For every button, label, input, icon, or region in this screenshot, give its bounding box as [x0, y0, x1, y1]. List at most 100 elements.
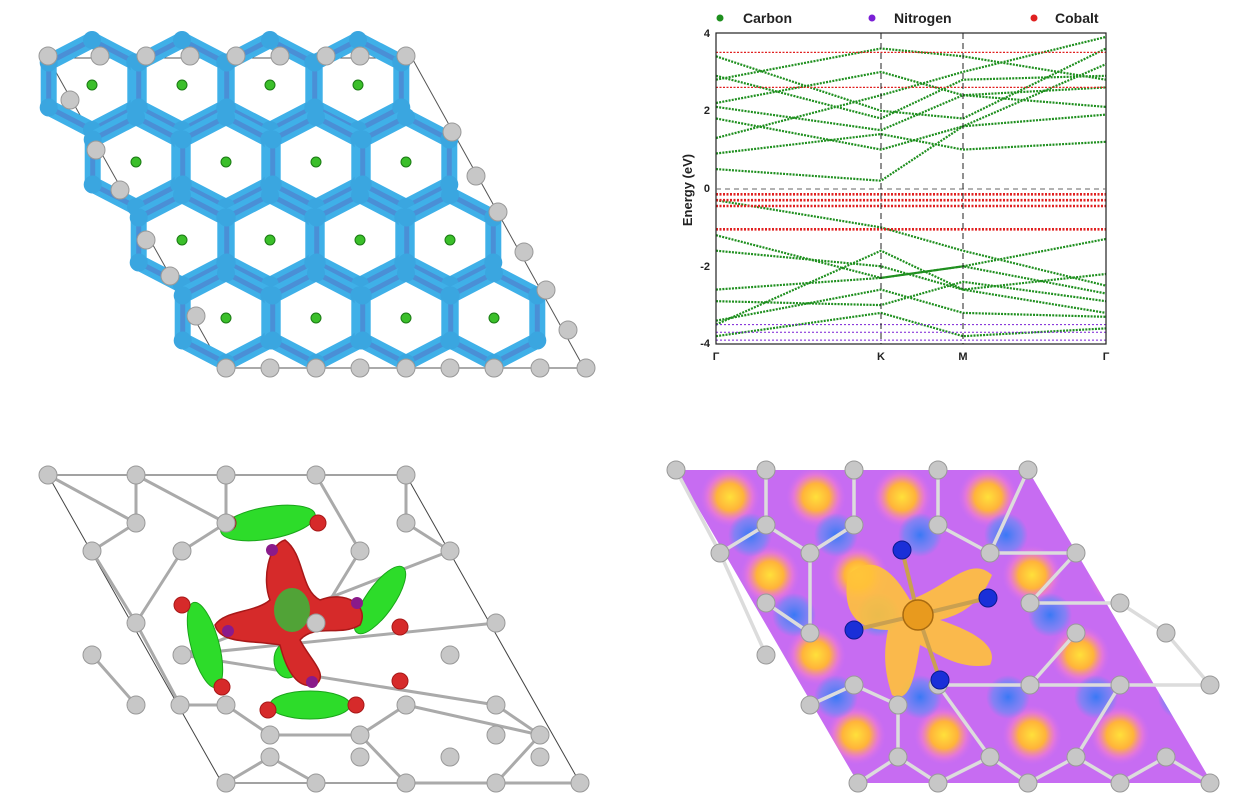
- carbon-band: [715, 63, 1107, 182]
- carbon-node: [351, 186, 369, 204]
- lattice-bond: [358, 733, 408, 785]
- lattice-bond: [1074, 684, 1122, 758]
- carbon-atom: [980, 747, 1000, 767]
- red-lobe: [391, 672, 409, 690]
- border-atom: [484, 358, 504, 378]
- green-atom: [264, 79, 276, 91]
- border-atom: [350, 358, 370, 378]
- central-hotspot: [846, 564, 992, 697]
- green-isosurface: [269, 690, 351, 720]
- carbon-atom: [844, 460, 864, 480]
- carbon-node: [129, 253, 148, 272]
- lattice-bond: [314, 474, 362, 552]
- green-atom: [310, 156, 322, 168]
- border-atom: [306, 358, 326, 378]
- carbon-band: [715, 113, 1107, 151]
- carbon-atom: [800, 623, 820, 643]
- border-atom: [442, 122, 462, 142]
- carbon-node: [217, 108, 235, 126]
- hotspot: [786, 625, 846, 685]
- carbon-node: [353, 130, 372, 149]
- charge-difference-svg: [38, 465, 590, 793]
- electron-localization-panel: [620, 405, 1242, 810]
- hotspot: [958, 470, 1018, 527]
- carbon-band: [715, 234, 1107, 280]
- border-atom: [514, 242, 534, 262]
- green-atom: [488, 312, 500, 324]
- border-atom: [136, 46, 156, 66]
- carbon-atom: [888, 747, 908, 767]
- lattice-bond: [135, 473, 227, 525]
- carbon-atom: [38, 465, 58, 485]
- charge-difference-panel: [0, 405, 620, 810]
- carbon-atom: [710, 543, 730, 563]
- carbon-atom: [848, 773, 868, 793]
- carbon-node: [528, 331, 547, 350]
- blue-spot: [1158, 675, 1202, 719]
- border-atom: [558, 320, 578, 340]
- border-atom: [216, 358, 236, 378]
- hotspot: [1050, 625, 1110, 685]
- carbon-atom: [1018, 460, 1038, 480]
- carbon-node: [83, 175, 102, 194]
- electron-localization-svg: [666, 460, 1220, 793]
- isosurfaces: [173, 504, 409, 720]
- carbon-atom: [928, 460, 948, 480]
- carbon-atom: [126, 695, 146, 715]
- carbon-node: [217, 264, 235, 282]
- y-tick-label: 4: [704, 28, 711, 40]
- border-atom: [136, 230, 156, 250]
- carbon-atom: [440, 541, 460, 561]
- legend-item-nitrogen: Nitrogen: [868, 10, 952, 26]
- carbon-band: [715, 249, 1107, 291]
- carbon-atom: [844, 515, 864, 535]
- red-lobe: [173, 596, 191, 614]
- band-lines: [715, 35, 1107, 341]
- lattice-bond: [134, 622, 182, 706]
- border-atom: [186, 306, 206, 326]
- carbon-atom: [570, 773, 590, 793]
- y-tick-label: 2: [704, 105, 710, 117]
- green-atom: [400, 312, 412, 324]
- carbon-node: [485, 264, 503, 282]
- lattice-bond: [181, 653, 497, 707]
- border-atom: [260, 358, 280, 378]
- border-atom: [396, 46, 416, 66]
- red-lobe: [309, 514, 327, 532]
- carbon-node: [173, 130, 192, 149]
- carbon-atom: [844, 675, 864, 695]
- carbon-atom: [82, 541, 102, 561]
- carbon-atom: [306, 773, 326, 793]
- hotspot: [1090, 705, 1150, 765]
- charge-density-svg: [38, 31, 596, 378]
- y-axis-label: Energy (eV): [680, 154, 695, 226]
- legend-item-cobalt: Cobalt: [1030, 10, 1099, 26]
- carbon-atom: [396, 465, 416, 485]
- charge-density-panel: [0, 0, 620, 400]
- legend-marker-nitrogen: [868, 14, 876, 22]
- carbon-atom: [260, 747, 280, 767]
- carbon-atom: [1018, 773, 1038, 793]
- border-atom: [466, 166, 486, 186]
- carbon-atom: [440, 645, 460, 665]
- carbon-atom: [1110, 773, 1130, 793]
- charge-cloud-network: [38, 31, 596, 378]
- carbon-atom: [1156, 623, 1176, 643]
- carbon-node: [217, 208, 236, 227]
- nitrogen-atom: [306, 676, 318, 688]
- carbon-atom: [216, 513, 236, 533]
- lattice-bond: [47, 473, 137, 525]
- red-lobe: [347, 696, 365, 714]
- green-atom: [354, 234, 366, 246]
- carbon-band: [715, 265, 1107, 295]
- border-atom: [160, 266, 180, 286]
- border-atom: [226, 46, 246, 66]
- carbon-band: [715, 94, 1107, 132]
- green-isosurface: [220, 504, 316, 542]
- band-structure-svg: Carbon Nitrogen Cobalt Energy (eV) 4 2 0…: [680, 10, 1110, 363]
- carbon-node: [173, 331, 192, 350]
- carbon-node: [349, 31, 367, 49]
- carbon-atom: [1156, 747, 1176, 767]
- carbon-atom: [756, 593, 776, 613]
- carbon-band: [715, 35, 1107, 140]
